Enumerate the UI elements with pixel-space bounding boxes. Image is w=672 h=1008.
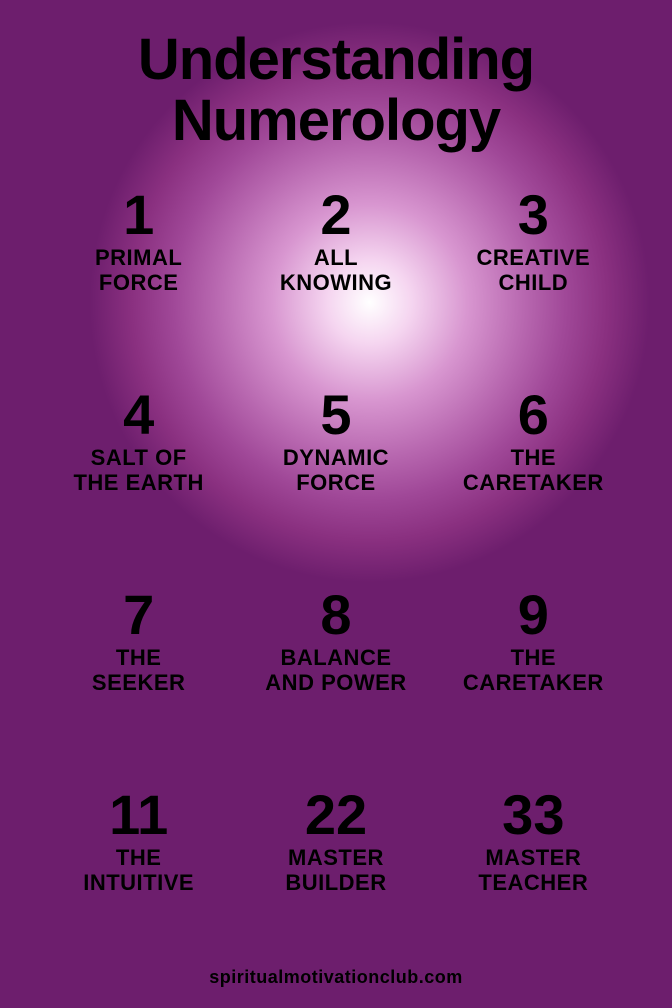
- number-label: BALANCE AND POWER: [265, 645, 406, 696]
- number-value: 8: [320, 587, 351, 643]
- number-label: THE CARETAKER: [463, 645, 604, 696]
- number-label: THE INTUITIVE: [83, 845, 194, 896]
- number-value: 7: [123, 587, 154, 643]
- number-cell-3: 3 CREATIVE CHILD: [440, 187, 627, 357]
- number-label: CREATIVE CHILD: [477, 245, 591, 296]
- number-label: MASTER BUILDER: [285, 845, 386, 896]
- number-label: PRIMAL FORCE: [95, 245, 182, 296]
- number-label: THE CARETAKER: [463, 445, 604, 496]
- number-label: THE SEEKER: [92, 645, 185, 696]
- number-label: DYNAMIC FORCE: [283, 445, 389, 496]
- number-value: 4: [123, 387, 154, 443]
- footer-attribution: spiritualmotivationclub.com: [40, 967, 632, 988]
- number-label: ALL KNOWING: [280, 245, 392, 296]
- number-value: 1: [123, 187, 154, 243]
- number-value: 5: [320, 387, 351, 443]
- number-cell-6: 6 THE CARETAKER: [440, 387, 627, 557]
- number-value: 3: [518, 187, 549, 243]
- number-cell-33: 33 MASTER TEACHER: [440, 787, 627, 957]
- infographic-container: Understanding Numerology 1 PRIMAL FORCE …: [0, 0, 672, 1008]
- number-value: 6: [518, 387, 549, 443]
- number-label: MASTER TEACHER: [478, 845, 588, 896]
- number-value: 22: [305, 787, 367, 843]
- main-title: Understanding Numerology: [40, 30, 632, 152]
- number-cell-4: 4 SALT OF THE EARTH: [45, 387, 232, 557]
- number-label: SALT OF THE EARTH: [73, 445, 203, 496]
- numerology-grid: 1 PRIMAL FORCE 2 ALL KNOWING 3 CREATIVE …: [40, 187, 632, 957]
- number-value: 33: [502, 787, 564, 843]
- number-value: 11: [109, 787, 168, 843]
- number-value: 9: [518, 587, 549, 643]
- number-value: 2: [320, 187, 351, 243]
- number-cell-8: 8 BALANCE AND POWER: [242, 587, 429, 757]
- number-cell-7: 7 THE SEEKER: [45, 587, 232, 757]
- number-cell-2: 2 ALL KNOWING: [242, 187, 429, 357]
- number-cell-1: 1 PRIMAL FORCE: [45, 187, 232, 357]
- number-cell-11: 11 THE INTUITIVE: [45, 787, 232, 957]
- number-cell-9: 9 THE CARETAKER: [440, 587, 627, 757]
- number-cell-5: 5 DYNAMIC FORCE: [242, 387, 429, 557]
- number-cell-22: 22 MASTER BUILDER: [242, 787, 429, 957]
